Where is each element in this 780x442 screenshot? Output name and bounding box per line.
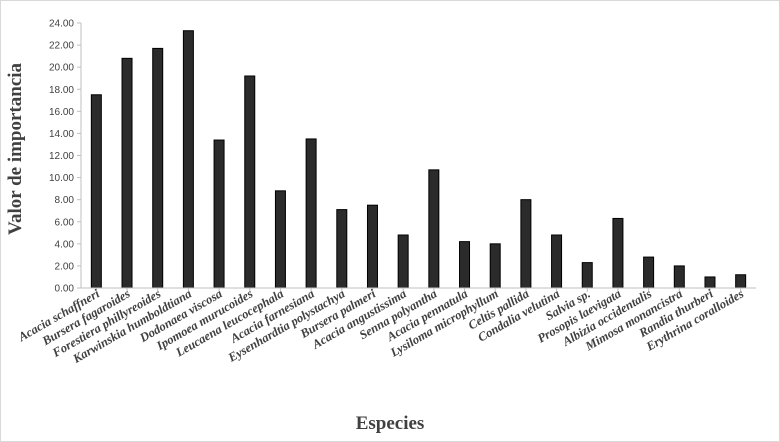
y-tick-label: 14.00	[49, 129, 74, 140]
bar	[397, 234, 409, 289]
bar	[152, 47, 164, 289]
bar	[673, 265, 685, 289]
x-axis-title: Especies	[356, 413, 425, 434]
bar	[551, 234, 563, 289]
bar	[735, 274, 747, 289]
bar	[459, 241, 471, 289]
y-tick-label: 10.00	[49, 173, 74, 184]
bar	[428, 169, 440, 289]
bar	[213, 139, 225, 289]
y-tick-label: 16.00	[49, 107, 74, 118]
bar	[581, 262, 593, 289]
y-tick-label: 12.00	[49, 151, 74, 162]
y-tick-label: 24.00	[49, 19, 74, 30]
bar	[643, 256, 655, 289]
bar	[612, 217, 624, 289]
bar	[90, 94, 102, 289]
y-tick-label: 20.00	[49, 63, 74, 74]
y-tick-label: 2.00	[55, 261, 75, 272]
y-axis-title: Valor de importancia	[5, 62, 26, 235]
y-tick-label: 6.00	[55, 217, 75, 228]
y-tick-label: 18.00	[49, 85, 74, 96]
bar	[121, 57, 133, 289]
bar	[366, 204, 378, 289]
bar	[274, 190, 286, 289]
bar	[182, 30, 194, 289]
bar	[520, 199, 532, 289]
bar	[704, 276, 716, 289]
bar	[336, 209, 348, 289]
bar	[244, 75, 256, 289]
bars	[90, 30, 747, 289]
bar	[489, 243, 501, 289]
y-tick-label: 0.00	[55, 284, 75, 295]
y-tick-label: 22.00	[49, 41, 74, 52]
y-axis: 0.00 2.00 4.00 6.00 8.00 10.00 12.00 14.00 16.00…	[49, 19, 82, 295]
bar	[305, 138, 317, 289]
y-tick-label: 8.00	[55, 195, 75, 206]
y-tick-label: 4.00	[55, 239, 75, 250]
